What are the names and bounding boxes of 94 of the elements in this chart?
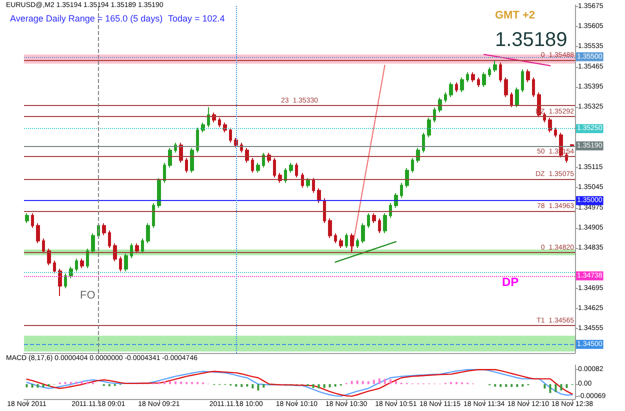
candlestick xyxy=(460,76,464,93)
candlestick xyxy=(433,107,436,123)
annotation: FO xyxy=(80,290,96,302)
candlestick xyxy=(207,106,210,128)
candlestick xyxy=(339,238,343,249)
candlestick xyxy=(471,72,475,83)
candlestick xyxy=(31,212,34,228)
candlestick xyxy=(25,212,29,224)
candlestick xyxy=(444,92,447,103)
annotation: Today = 102.4 xyxy=(168,14,225,24)
candlestick xyxy=(510,92,513,108)
annotation: DP xyxy=(502,275,519,289)
candlestick xyxy=(130,242,133,259)
candlestick xyxy=(196,127,199,154)
candlestick xyxy=(135,242,139,254)
candlestick xyxy=(86,248,89,269)
candlestick xyxy=(466,72,469,83)
candlestick xyxy=(251,158,254,174)
candlestick xyxy=(356,238,359,249)
candlestick xyxy=(108,230,111,249)
candlestick xyxy=(504,76,508,98)
candlestick xyxy=(119,256,122,272)
candlestick xyxy=(284,168,287,184)
candlestick xyxy=(548,117,552,133)
candlestick xyxy=(201,122,205,133)
annotation: 1.35189 xyxy=(495,29,568,51)
candlestick xyxy=(256,162,260,174)
annotation: GMT +2 xyxy=(495,10,536,22)
candlestick xyxy=(273,158,276,178)
candlestick xyxy=(295,162,298,178)
candlestick xyxy=(554,127,557,138)
candlestick xyxy=(91,232,95,254)
candlestick xyxy=(394,192,398,208)
candlestick xyxy=(455,82,458,93)
candlestick xyxy=(47,248,51,266)
candlestick xyxy=(124,252,128,272)
candlestick xyxy=(190,147,194,174)
candlestick xyxy=(532,76,535,98)
candlestick xyxy=(482,72,486,88)
candlestick xyxy=(416,147,420,164)
candlestick xyxy=(163,162,166,184)
annotation: Average Daily Range = 165.0 (5 days) xyxy=(10,14,163,24)
candlestick xyxy=(378,218,381,234)
candlestick xyxy=(141,238,144,254)
candlestick xyxy=(449,82,453,98)
candlestick xyxy=(64,273,67,289)
candlestick xyxy=(301,172,304,188)
candlestick xyxy=(493,60,497,73)
candlestick xyxy=(218,117,221,128)
candlestick xyxy=(262,152,265,168)
candlestick xyxy=(438,97,442,113)
candlestick xyxy=(185,158,188,174)
candlestick xyxy=(69,266,73,279)
candlestick xyxy=(334,232,337,244)
candlestick xyxy=(289,162,293,174)
candlestick xyxy=(102,222,106,236)
candlestick xyxy=(400,182,403,198)
candlestick xyxy=(499,62,502,83)
line-series xyxy=(26,369,573,397)
candlestick xyxy=(42,238,45,254)
candlestick xyxy=(80,258,84,269)
candlestick xyxy=(345,232,348,249)
candlestick xyxy=(515,87,519,108)
candlestick xyxy=(328,218,332,238)
candlestick xyxy=(306,178,310,188)
candlestick xyxy=(53,260,56,274)
candlestick xyxy=(75,258,78,272)
candlestick xyxy=(389,202,392,218)
candlestick xyxy=(521,68,524,93)
candlestick xyxy=(422,132,425,154)
candlestick xyxy=(372,212,376,224)
candlestick xyxy=(361,222,365,244)
candlestick xyxy=(350,232,354,253)
candlestick xyxy=(168,147,172,168)
candlestick xyxy=(411,158,414,174)
candlestick xyxy=(427,117,431,138)
candlestick xyxy=(113,242,117,262)
candlestick xyxy=(405,168,409,188)
candlestick xyxy=(323,198,326,224)
candlestick xyxy=(36,222,40,244)
candlestick xyxy=(526,68,530,83)
candlestick xyxy=(229,127,232,143)
candlestick xyxy=(477,76,480,88)
candlestick xyxy=(223,122,227,133)
candlestick xyxy=(312,178,315,194)
candlestick xyxy=(488,66,491,78)
candlestick xyxy=(146,222,150,244)
candlestick xyxy=(157,178,161,208)
candlestick xyxy=(152,202,155,228)
candlestick xyxy=(58,268,62,297)
candlestick xyxy=(317,188,321,204)
candlestick xyxy=(245,147,249,164)
candlestick xyxy=(383,212,387,234)
candlestick xyxy=(367,212,370,228)
